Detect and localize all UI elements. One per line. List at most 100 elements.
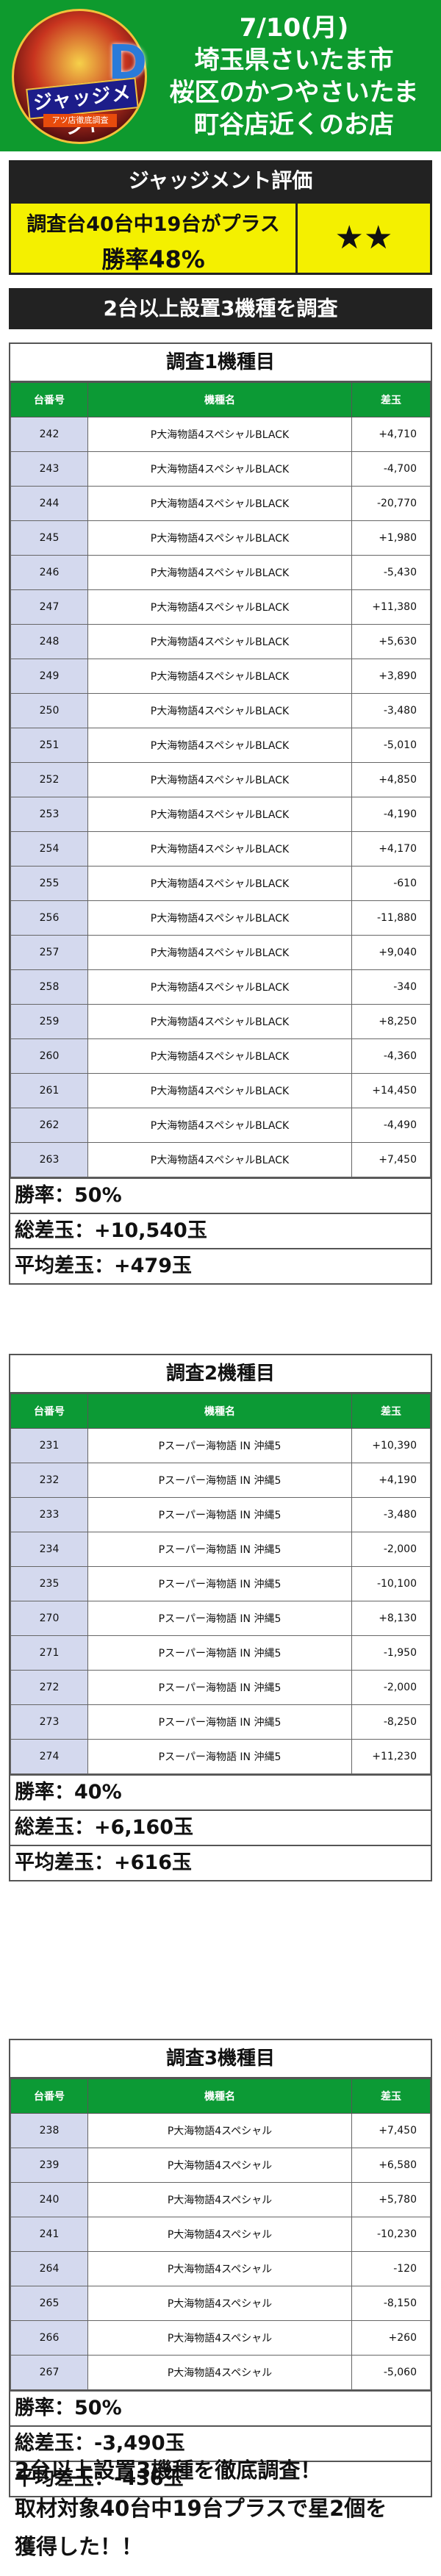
ball-diff: -120 xyxy=(351,2251,431,2286)
machine-name: P大海物語4スペシャルBLACK xyxy=(87,1038,352,1074)
section-total-diff: 総差玉：+6,160玉 xyxy=(10,1809,431,1845)
table-row: 241 P大海物語4スペシャル -10,230 xyxy=(10,2217,431,2252)
machine-name: P大海物語4スペシャルBLACK xyxy=(87,693,352,728)
ball-diff: -4,360 xyxy=(351,1038,431,1074)
machine-name: Pスーパー海物語 IN 沖縄5 xyxy=(87,1428,352,1463)
table-row: 248 P大海物語4スペシャルBLACK +5,630 xyxy=(10,624,431,659)
header-machine-name: 機種名 xyxy=(87,2078,352,2114)
header-ball-diff: 差玉 xyxy=(351,382,431,417)
machine-number: 270 xyxy=(10,1601,88,1636)
machine-number: 274 xyxy=(10,1739,88,1774)
machine-name: P大海物語4スペシャルBLACK xyxy=(87,589,352,625)
ball-diff: -2,000 xyxy=(351,1670,431,1705)
machine-number: 261 xyxy=(10,1073,88,1108)
ball-diff: +14,450 xyxy=(351,1073,431,1108)
table-row: 255 P大海物語4スペシャルBLACK -610 xyxy=(10,866,431,901)
ball-diff: -8,250 xyxy=(351,1704,431,1740)
ball-diff: +11,230 xyxy=(351,1739,431,1774)
machine-number: 245 xyxy=(10,520,88,556)
section-total-diff: 総差玉：-3,490玉 xyxy=(10,2425,431,2461)
survey-section-3: 調査3機種目 台番号 機種名 差玉 238 P大海物語4スペシャル +7,450 239 P大海… xyxy=(9,2039,432,2497)
table-header-row: 台番号 機種名 差玉 xyxy=(10,2078,431,2114)
machine-name: P大海物語4スペシャルBLACK xyxy=(87,969,352,1005)
ball-diff: -4,490 xyxy=(351,1108,431,1143)
table-row: 240 P大海物語4スペシャル +5,780 xyxy=(10,2182,431,2217)
survey-section-2: 調査2機種目 台番号 機種名 差玉 231 Pスーパー海物語 IN 沖縄5 +10,390 2… xyxy=(9,1354,432,1881)
ball-diff: +8,130 xyxy=(351,1601,431,1636)
machine-name: P大海物語4スペシャルBLACK xyxy=(87,866,352,901)
page-header: D ジャッジメント アツ店徹底調査 7/10(月) 埼玉県さいたま市 桜区のかつ… xyxy=(0,0,441,151)
table-row: 247 P大海物語4スペシャルBLACK +11,380 xyxy=(10,589,431,625)
machine-number: 254 xyxy=(10,831,88,867)
table-row: 233 Pスーパー海物語 IN 沖縄5 -3,480 xyxy=(10,1497,431,1532)
machine-number: 257 xyxy=(10,935,88,970)
table-row: 249 P大海物語4スペシャルBLACK +3,890 xyxy=(10,659,431,694)
machine-name: P大海物語4スペシャルBLACK xyxy=(87,762,352,797)
section-win-rate: 勝率：50% xyxy=(10,2390,431,2425)
ball-diff: -2,000 xyxy=(351,1532,431,1567)
table-row: 239 P大海物語4スペシャル +6,580 xyxy=(10,2148,431,2183)
machine-name: P大海物語4スペシャルBLACK xyxy=(87,797,352,832)
table-row: 260 P大海物語4スペシャルBLACK -4,360 xyxy=(10,1038,431,1074)
machine-number: 273 xyxy=(10,1704,88,1740)
machine-number: 256 xyxy=(10,900,88,936)
machine-number: 231 xyxy=(10,1428,88,1463)
table-row: 250 P大海物語4スペシャルBLACK -3,480 xyxy=(10,693,431,728)
machine-number: 243 xyxy=(10,451,88,487)
header-machine-number: 台番号 xyxy=(10,1393,88,1429)
machine-number: 234 xyxy=(10,1532,88,1567)
machine-name: P大海物語4スペシャルBLACK xyxy=(87,1142,352,1177)
ball-diff: +6,580 xyxy=(351,2148,431,2183)
machine-number: 263 xyxy=(10,1142,88,1177)
ball-diff: -5,060 xyxy=(351,2355,431,2390)
machine-name: P大海物語4スペシャルBLACK xyxy=(87,486,352,521)
table-row: 264 P大海物語4スペシャル -120 xyxy=(10,2251,431,2286)
table-row: 267 P大海物語4スペシャル -5,060 xyxy=(10,2355,431,2390)
machine-name: Pスーパー海物語 IN 沖縄5 xyxy=(87,1704,352,1740)
ball-diff: -3,480 xyxy=(351,1497,431,1532)
table-row: 271 Pスーパー海物語 IN 沖縄5 -1,950 xyxy=(10,1635,431,1671)
section-average-diff: 平均差玉：+616玉 xyxy=(10,1845,431,1880)
table-row: 256 P大海物語4スペシャルBLACK -11,880 xyxy=(10,900,431,936)
table-row: 270 Pスーパー海物語 IN 沖縄5 +8,130 xyxy=(10,1601,431,1636)
table-row: 232 Pスーパー海物語 IN 沖縄5 +4,190 xyxy=(10,1463,431,1498)
table-row: 273 Pスーパー海物語 IN 沖縄5 -8,250 xyxy=(10,1704,431,1740)
footer-line-3: 獲得した！！ xyxy=(15,2534,143,2559)
machine-name: P大海物語4スペシャルBLACK xyxy=(87,417,352,452)
table-row: 242 P大海物語4スペシャルBLACK +4,710 xyxy=(10,417,431,452)
machine-number: 249 xyxy=(10,659,88,694)
machine-name: P大海物語4スペシャルBLACK xyxy=(87,451,352,487)
table-row: 257 P大海物語4スペシャルBLACK +9,040 xyxy=(10,935,431,970)
machine-number: 248 xyxy=(10,624,88,659)
machine-name: Pスーパー海物語 IN 沖縄5 xyxy=(87,1532,352,1567)
machine-name: P大海物語4スペシャル xyxy=(87,2286,352,2321)
machine-name: P大海物語4スペシャルBLACK xyxy=(87,624,352,659)
machine-name: Pスーパー海物語 IN 沖縄5 xyxy=(87,1497,352,1532)
machine-name: P大海物語4スペシャル xyxy=(87,2182,352,2217)
ball-diff: +1,980 xyxy=(351,520,431,556)
machine-number: 242 xyxy=(10,417,88,452)
machine-name: P大海物語4スペシャル xyxy=(87,2355,352,2390)
machine-number: 253 xyxy=(10,797,88,832)
ball-diff: +5,630 xyxy=(351,624,431,659)
machine-name: P大海物語4スペシャルBLACK xyxy=(87,728,352,763)
machine-number: 244 xyxy=(10,486,88,521)
table-row: 253 P大海物語4スペシャルBLACK -4,190 xyxy=(10,797,431,832)
machine-name: Pスーパー海物語 IN 沖縄5 xyxy=(87,1635,352,1671)
machine-number: 264 xyxy=(10,2251,88,2286)
machine-name: Pスーパー海物語 IN 沖縄5 xyxy=(87,1566,352,1601)
ball-diff: -20,770 xyxy=(351,486,431,521)
ball-diff: +5,780 xyxy=(351,2182,431,2217)
table-row: 246 P大海物語4スペシャルBLACK -5,430 xyxy=(10,555,431,590)
table-row: 259 P大海物語4スペシャルBLACK +8,250 xyxy=(10,1004,431,1039)
ball-diff: +260 xyxy=(351,2320,431,2356)
table-row: 234 Pスーパー海物語 IN 沖縄5 -2,000 xyxy=(10,1532,431,1567)
table-row: 245 P大海物語4スペシャルBLACK +1,980 xyxy=(10,520,431,556)
header-ball-diff: 差玉 xyxy=(351,1393,431,1429)
machine-number: 265 xyxy=(10,2286,88,2321)
header-location-2: 桜区のかつやさいたま xyxy=(169,78,419,107)
table-row: 238 P大海物語4スペシャル +7,450 xyxy=(10,2113,431,2148)
machine-name: P大海物語4スペシャルBLACK xyxy=(87,935,352,970)
machine-number: 259 xyxy=(10,1004,88,1039)
ball-diff: +7,450 xyxy=(351,1142,431,1177)
